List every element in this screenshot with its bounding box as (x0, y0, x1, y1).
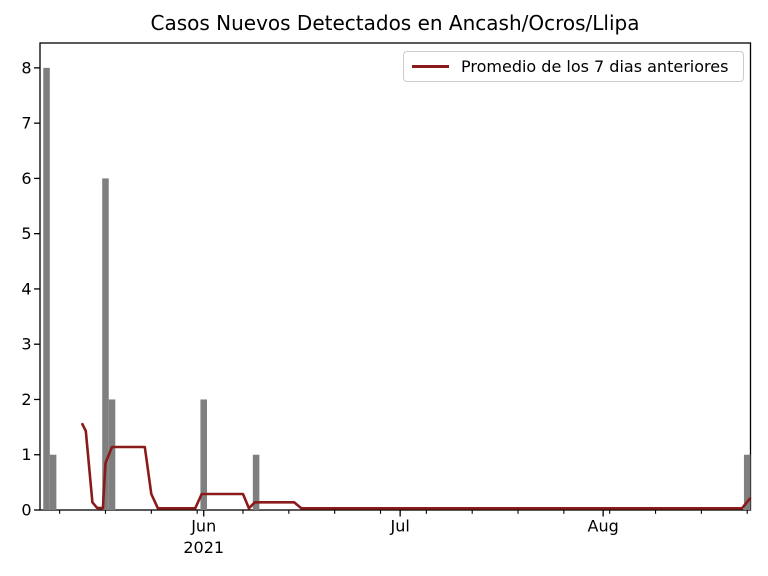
x-tick-label: Jul (390, 517, 410, 536)
y-tick-label: 0 (21, 501, 31, 520)
x-tick-label: Aug (588, 517, 619, 536)
daily-cases-bar (43, 67, 50, 511)
y-tick-label: 8 (21, 58, 31, 77)
y-tick-label: 5 (21, 224, 31, 243)
chart-title: Casos Nuevos Detectados en Ancash/Ocros/… (150, 11, 640, 35)
x-year-label: 2021 (183, 538, 224, 557)
axes-frame (39, 42, 752, 511)
legend-line-swatch (412, 64, 449, 69)
daily-cases-bar (200, 399, 207, 510)
y-tick-label: 1 (21, 445, 31, 464)
x-tick-label: Jun (190, 517, 216, 536)
daily-cases-bar (102, 178, 109, 510)
legend: Promedio de los 7 dias anteriores (403, 51, 744, 82)
daily-cases-bar (743, 454, 751, 510)
y-tick-label: 6 (21, 169, 31, 188)
y-tick-label: 7 (21, 114, 31, 133)
daily-cases-bar (108, 399, 116, 510)
y-tick-label: 3 (21, 335, 31, 354)
daily-cases-bar (252, 454, 260, 510)
daily-cases-bar (49, 454, 57, 510)
y-tick-label: 4 (21, 279, 31, 298)
y-tick-label: 2 (21, 390, 31, 409)
legend-label: Promedio de los 7 dias anteriores (461, 57, 729, 76)
average-line (80, 422, 752, 510)
